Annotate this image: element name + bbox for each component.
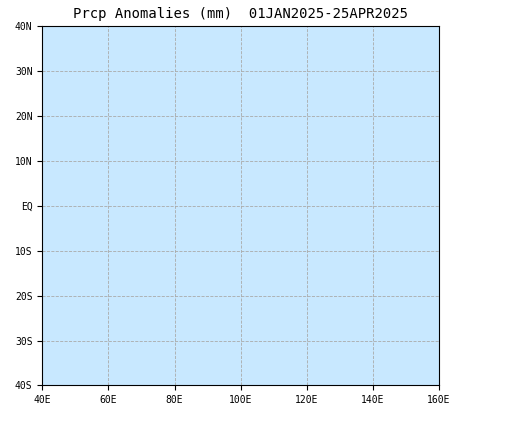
Title: Prcp Anomalies (mm)  01JAN2025-25APR2025: Prcp Anomalies (mm) 01JAN2025-25APR2025 [73, 7, 408, 21]
